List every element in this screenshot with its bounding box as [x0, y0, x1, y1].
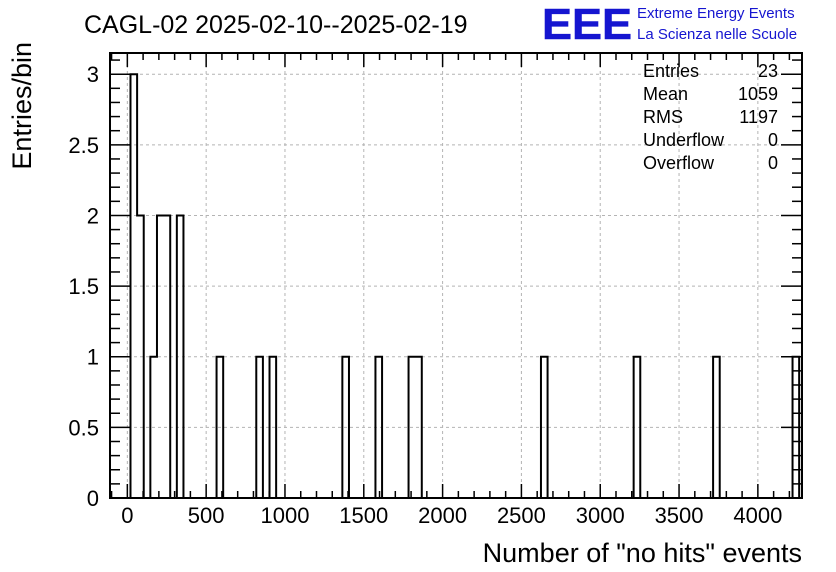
stat-label: RMS — [643, 107, 683, 127]
stat-value: 1059 — [738, 84, 778, 104]
y-tick-label: 0 — [87, 486, 99, 511]
tick-label-layer: 0 500 1000 1500 2000 2500 3000 3500 4000 0 0.5 1 1.5… — [68, 62, 782, 528]
x-tick-label: 1000 — [260, 503, 309, 528]
stat-value: 0 — [768, 153, 778, 173]
eee-logo-mark: EEE — [542, 0, 632, 49]
eee-logo-line1: Extreme Energy Events — [637, 5, 795, 22]
stat-label: Entries — [643, 61, 699, 81]
stat-label: Overflow — [643, 153, 715, 173]
x-tick-label: 4000 — [733, 503, 782, 528]
tick-layer — [110, 53, 802, 499]
x-tick-label: 2000 — [418, 503, 467, 528]
eee-logo-line2: La Scienza nelle Scuole — [637, 26, 797, 43]
x-axis-title: Number of "no hits" events — [483, 538, 802, 568]
y-tick-label: 1 — [87, 345, 99, 370]
x-tick-label: 1500 — [339, 503, 388, 528]
chart-title: CAGL-02 2025-02-10--2025-02-19 — [84, 11, 468, 39]
stat-label: Underflow — [643, 130, 725, 150]
grid-layer — [110, 53, 802, 499]
y-tick-label: 2.5 — [68, 133, 99, 158]
plot-frame — [109, 52, 803, 499]
stat-value: 23 — [758, 61, 778, 81]
x-tick-label: 0 — [121, 503, 133, 528]
y-tick-label: 3 — [87, 62, 99, 87]
x-tick-label: 500 — [188, 503, 225, 528]
stats-box: Entries 23 Mean 1059 RMS 1197 Underflow 0 Overfl… — [643, 61, 778, 173]
eee-logo: EEE Extreme Energy Events La Scienza nel… — [542, 0, 797, 49]
stat-label: Mean — [643, 84, 688, 104]
x-tick-label: 3000 — [576, 503, 625, 528]
y-axis-title: Entries/bin — [7, 42, 37, 170]
x-tick-label: 2500 — [497, 503, 546, 528]
y-tick-label: 2 — [87, 203, 99, 228]
y-tick-label: 0.5 — [68, 415, 99, 440]
stat-value: 1197 — [739, 107, 778, 127]
stat-value: 0 — [768, 130, 778, 150]
x-tick-label: 3500 — [655, 503, 704, 528]
y-tick-label: 1.5 — [68, 274, 99, 299]
